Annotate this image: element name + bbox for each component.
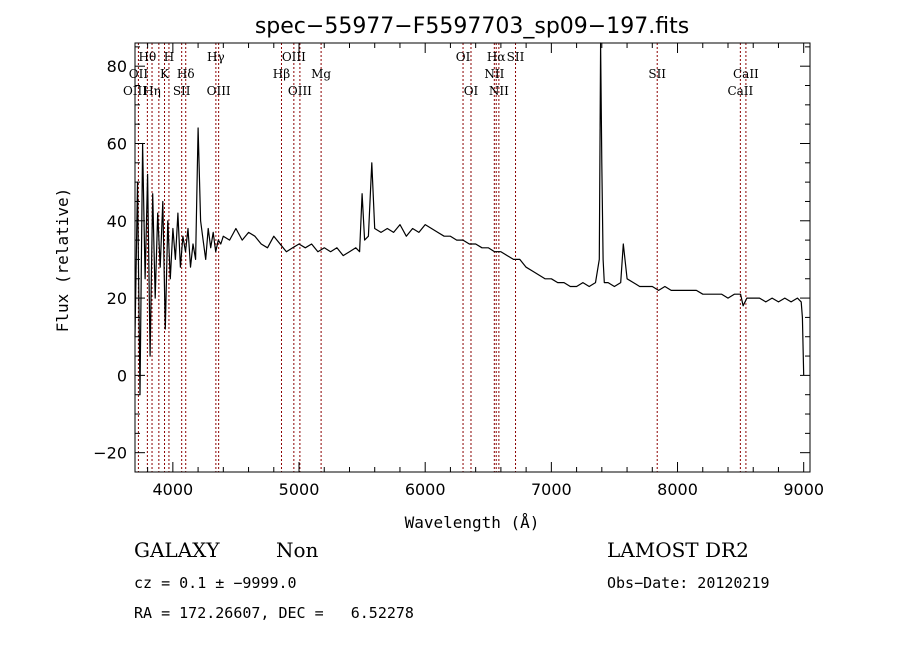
- emission-line-label: Hβ: [273, 67, 290, 81]
- spectrum-line: [134, 42, 805, 396]
- y-tick-label: 40: [107, 212, 127, 231]
- y-tick-label: 0: [117, 366, 127, 385]
- emission-line-label: NII: [489, 84, 509, 98]
- emission-line-label: NII: [484, 67, 504, 81]
- y-tick-label: −20: [93, 444, 127, 463]
- redshift-line: cz = 0.1 ± −9999.0: [134, 574, 297, 592]
- x-tick-label: 7000: [531, 480, 572, 499]
- series-group: [134, 42, 805, 396]
- emission-line-label: OI: [464, 84, 479, 98]
- plot-frame: [134, 42, 811, 473]
- x-tick-label: 4000: [152, 480, 193, 499]
- x-tick-label: 8000: [657, 480, 698, 499]
- chart-title: spec−55977−F5597703_sp09−197.fits: [255, 14, 689, 39]
- emission-line-label: Hη: [143, 84, 161, 98]
- emission-line-label: Hδ: [177, 67, 195, 81]
- x-axis-label: Wavelength (Å): [405, 513, 540, 532]
- emission-line-label: OIII: [207, 84, 231, 98]
- emission-line-label: H: [164, 50, 174, 64]
- emission-line-label: OIII: [282, 50, 306, 64]
- emission-line-label: Hα: [487, 50, 506, 64]
- coordinates-line: RA = 172.26607, DEC = 6.52278: [134, 604, 414, 622]
- x-tick-label: 6000: [405, 480, 446, 499]
- emission-line-markers: [134, 43, 747, 472]
- x-tick-label: 9000: [783, 480, 824, 499]
- object-subclass: Non: [276, 538, 319, 562]
- y-tick-label: 80: [107, 57, 127, 76]
- emission-line-label: OIII: [288, 84, 312, 98]
- x-tick-label: 5000: [279, 480, 320, 499]
- y-tick-label: 60: [107, 134, 127, 153]
- emission-line-label: OII: [129, 67, 149, 81]
- emission-line-label: Mg: [311, 67, 331, 81]
- emission-line-label: CaII: [727, 84, 753, 98]
- axes: 4000 5000 6000 7000 8000 9000 −20 0 20 40 60 80: [93, 42, 824, 499]
- survey-name: LAMOST DR2: [607, 538, 749, 562]
- emission-line-label: SII: [648, 67, 666, 81]
- emission-line-label: OI: [456, 50, 471, 64]
- emission-line-label: K: [160, 67, 170, 81]
- object-class: GALAXY: [134, 538, 220, 562]
- obs-date: Obs−Date: 20120219: [607, 574, 770, 592]
- y-axis-label: Flux (relative): [53, 188, 72, 333]
- emission-line-label: Hθ: [139, 50, 157, 64]
- emission-line-label: Hγ: [207, 50, 225, 64]
- emission-line-label: SII: [173, 84, 191, 98]
- emission-line-label: CaII: [733, 67, 759, 81]
- emission-line-label: SII: [507, 50, 525, 64]
- y-tick-label: 20: [107, 289, 127, 308]
- emission-line-label: OIII: [123, 84, 147, 98]
